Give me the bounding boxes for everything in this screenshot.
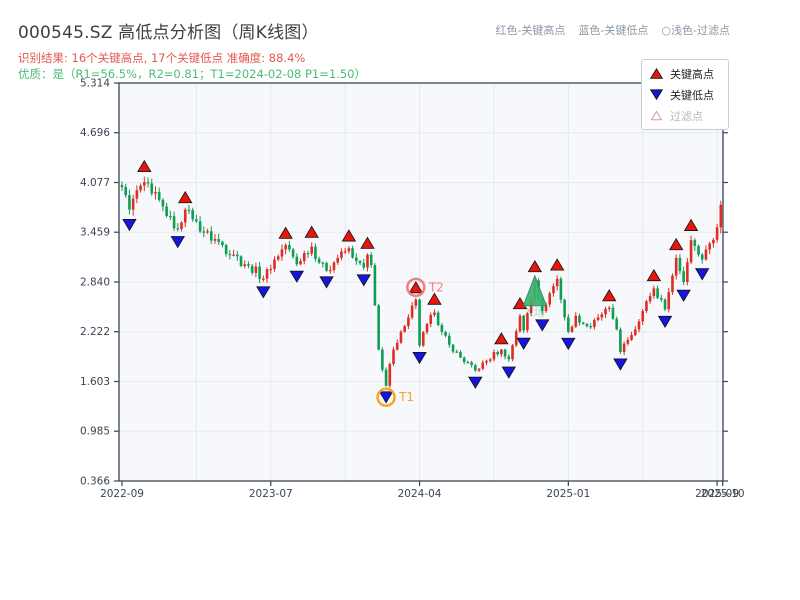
legend-label: 过滤点 [670, 109, 703, 123]
key-high-marker [137, 159, 152, 173]
quality-text: 优质：是（R1=56.5%，R2=0.81；T1=2024-02-08 P1=1… [18, 67, 366, 81]
legend-item-key-low: 关键低点 [642, 84, 728, 105]
key-high-marker [178, 190, 193, 204]
key-low-marker [561, 337, 576, 351]
t2-annotation: T2 [406, 277, 444, 298]
key-low-marker [535, 319, 550, 332]
x-axis-labels: 2022-09 2023-07 2024-04 2025-01 2025-092025-… [100, 481, 745, 500]
key-high-marker [341, 229, 357, 242]
t2-label: T2 [428, 280, 444, 294]
key-high-marker [527, 259, 543, 273]
y-tick-label: 2.222 [80, 326, 110, 338]
key-high-marker [278, 226, 293, 239]
key-high-markers [137, 159, 699, 345]
key-low-markers [122, 219, 710, 404]
x-tick-label: 2025-09 [695, 488, 739, 500]
x-tick-label: 2025-01 [546, 488, 590, 500]
key-low-marker [501, 366, 517, 379]
key-low-marker [356, 274, 371, 287]
key-high-marker [683, 218, 699, 231]
color-key-filtered-label: ○浅色-过滤点 [661, 24, 730, 37]
key-high-triangle-icon [650, 68, 663, 79]
key-high-marker [427, 292, 442, 305]
key-high-marker [304, 225, 319, 238]
key-low-triangle-icon [650, 89, 663, 100]
key-low-marker [657, 315, 673, 329]
key-low-marker [468, 376, 483, 389]
y-tick-label: 0.985 [80, 426, 110, 438]
x-tick-label: 2022-09 [100, 488, 144, 500]
key-low-marker [289, 270, 305, 283]
key-low-marker [613, 358, 628, 371]
key-low-marker [378, 391, 394, 404]
key-low-marker [676, 289, 691, 302]
key-low-marker [412, 351, 427, 365]
key-high-marker [668, 237, 684, 251]
page-title: 000545.SZ 高低点分析图（周K线图） [18, 23, 319, 43]
y-tick-label: 2.840 [80, 277, 110, 289]
color-key-low-label: 蓝色-关键低点 [578, 24, 649, 37]
y-axis-labels: 5.314 4.696 4.077 3.459 2.840 2.222 1.603 0.985… [80, 78, 728, 488]
entry-marker: 入场 [522, 274, 548, 319]
y-tick-label: 3.459 [80, 227, 110, 239]
key-high-marker [494, 332, 509, 345]
key-high-marker [360, 236, 375, 249]
key-low-marker [695, 268, 710, 281]
x-tick-label: 2024-04 [398, 488, 442, 500]
plot-legend: 关键高点 关键低点 过滤点 [641, 59, 729, 130]
color-key-high-label: 红色-关键高点 [495, 24, 566, 37]
recognition-result-text: 识别结果: 16个关键高点, 17个关键低点 准确度: 88.4% [18, 51, 306, 65]
key-high-marker [549, 258, 565, 271]
key-high-marker [646, 268, 662, 282]
y-tick-label: 5.314 [80, 78, 110, 90]
key-high-marker [408, 281, 424, 294]
legend-item-key-high: 关键高点 [642, 63, 728, 84]
key-low-marker [256, 286, 271, 299]
y-tick-label: 0.366 [80, 476, 110, 488]
t1-annotation: T1 [376, 387, 414, 407]
t1-label: T1 [398, 390, 414, 404]
legend-item-filtered: 过滤点 [642, 105, 728, 126]
x-tick-label: 2025-10 [701, 488, 745, 500]
legend-label: 关键高点 [670, 67, 714, 81]
y-tick-label: 4.077 [80, 177, 110, 189]
key-high-marker [602, 289, 617, 302]
key-low-marker [122, 219, 137, 232]
key-low-marker [516, 337, 531, 350]
y-tick-label: 4.696 [80, 127, 110, 139]
key-low-marker [170, 236, 185, 249]
x-tick-label: 2023-07 [249, 488, 293, 500]
key-low-marker [319, 276, 334, 289]
color-key: 红色-关键高点 蓝色-关键低点 ○浅色-过滤点 [495, 22, 730, 38]
filtered-triangle-icon [650, 110, 663, 121]
legend-label: 关键低点 [670, 88, 714, 102]
y-tick-label: 1.603 [80, 376, 110, 388]
entry-text: 入场 [523, 305, 545, 319]
